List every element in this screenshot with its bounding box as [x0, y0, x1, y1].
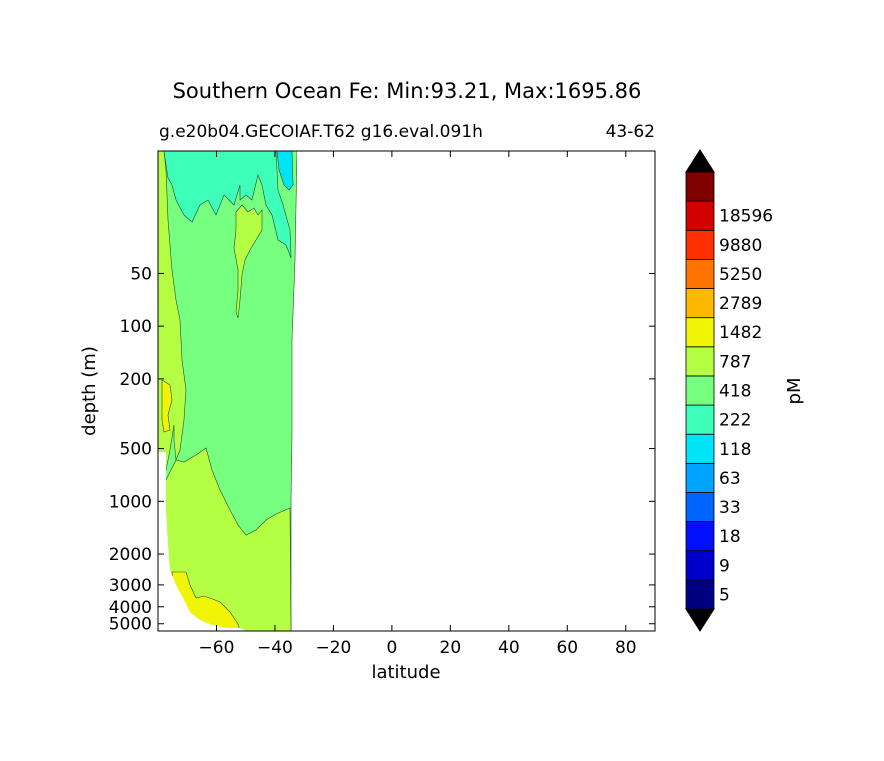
colorbar-level-label: 18: [719, 527, 741, 547]
y-tick-label: 4000: [109, 598, 152, 618]
x-tick-label: 80: [615, 638, 637, 658]
colorbar-segment: [685, 171, 715, 202]
x-tick-label: −20: [315, 638, 351, 658]
contour-field: [158, 151, 655, 631]
colorbar-level-label: 33: [719, 498, 741, 518]
colorbar-segment: [685, 550, 715, 581]
x-tick-label: −40: [257, 638, 293, 658]
colorbar-segment: [685, 346, 715, 377]
chart-subtitle-right: 43-62: [606, 122, 655, 142]
no-data-region: [297, 151, 655, 631]
y-tick-label: 50: [130, 264, 152, 284]
contour-band-787-1482-patch: [233, 204, 263, 319]
colorbar-level-label: 18596: [719, 207, 773, 227]
y-tick-label: 100: [120, 317, 152, 337]
colorbar-segment: [685, 317, 715, 348]
x-tick-label: 40: [498, 638, 520, 658]
colorbar-extend-over: [685, 149, 715, 173]
colorbar-label: pM: [784, 378, 805, 405]
colorbar-segment: [685, 579, 715, 610]
colorbar-level-label: 9: [719, 556, 730, 576]
x-axis: −60 −40 −20 0 20 40 60 80: [199, 151, 637, 658]
chart-title: Southern Ocean Fe: Min:93.21, Max:1695.8…: [173, 79, 642, 103]
y-tick-label: 2000: [109, 545, 152, 565]
colorbar-level-label: 222: [719, 411, 751, 431]
colorbar: 5 9 18 33 63 118 222 418 787 1482 2789 5250 9880 1859…: [685, 149, 773, 632]
colorbar-segment: [685, 433, 715, 464]
y-tick-label: 1000: [109, 492, 152, 512]
x-tick-label: 0: [386, 638, 397, 658]
contour-band-787-1482-deep: [158, 447, 292, 631]
colorbar-level-label: 63: [719, 469, 741, 489]
y-axis-label: depth (m): [79, 346, 100, 436]
x-tick-label: 20: [440, 638, 462, 658]
colorbar-segment: [685, 375, 715, 406]
colorbar-segment: [685, 200, 715, 231]
y-tick-label: 5000: [109, 615, 152, 635]
colorbar-segment: [685, 492, 715, 523]
chart-subtitle-left: g.e20b04.GECOIAF.T62 g16.eval.091h: [159, 122, 483, 142]
colorbar-segment: [685, 288, 715, 319]
y-tick-label: 500: [120, 440, 152, 460]
x-tick-label: 60: [556, 638, 578, 658]
colorbar-level-label: 2789: [719, 294, 762, 314]
colorbar-level-label: 118: [719, 440, 751, 460]
x-axis-label: latitude: [371, 662, 440, 683]
colorbar-segment: [685, 521, 715, 552]
colorbar-level-label: 418: [719, 382, 751, 402]
colorbar-segment: [685, 404, 715, 435]
contour-band-1482-2789-shelf: [161, 379, 173, 433]
contour-band-222-418: [158, 151, 292, 259]
x-tick-label: −60: [199, 638, 235, 658]
colorbar-level-label: 9880: [719, 236, 762, 256]
colorbar-level-label: 5: [719, 585, 730, 605]
colorbar-level-label: 787: [719, 352, 751, 372]
colorbar-level-label: 1482: [719, 323, 762, 343]
missing-data-mask: [158, 452, 246, 631]
y-tick-label: 200: [120, 370, 152, 390]
colorbar-segment: [685, 229, 715, 260]
colorbar-level-label: 5250: [719, 265, 762, 285]
colorbar-extend-under: [685, 608, 715, 632]
contour-band-118-222: [276, 151, 294, 191]
colorbar-segment: [685, 258, 715, 289]
colorbar-segment: [685, 462, 715, 493]
plot-frame: [157, 150, 656, 632]
y-tick-label: 3000: [109, 576, 152, 596]
